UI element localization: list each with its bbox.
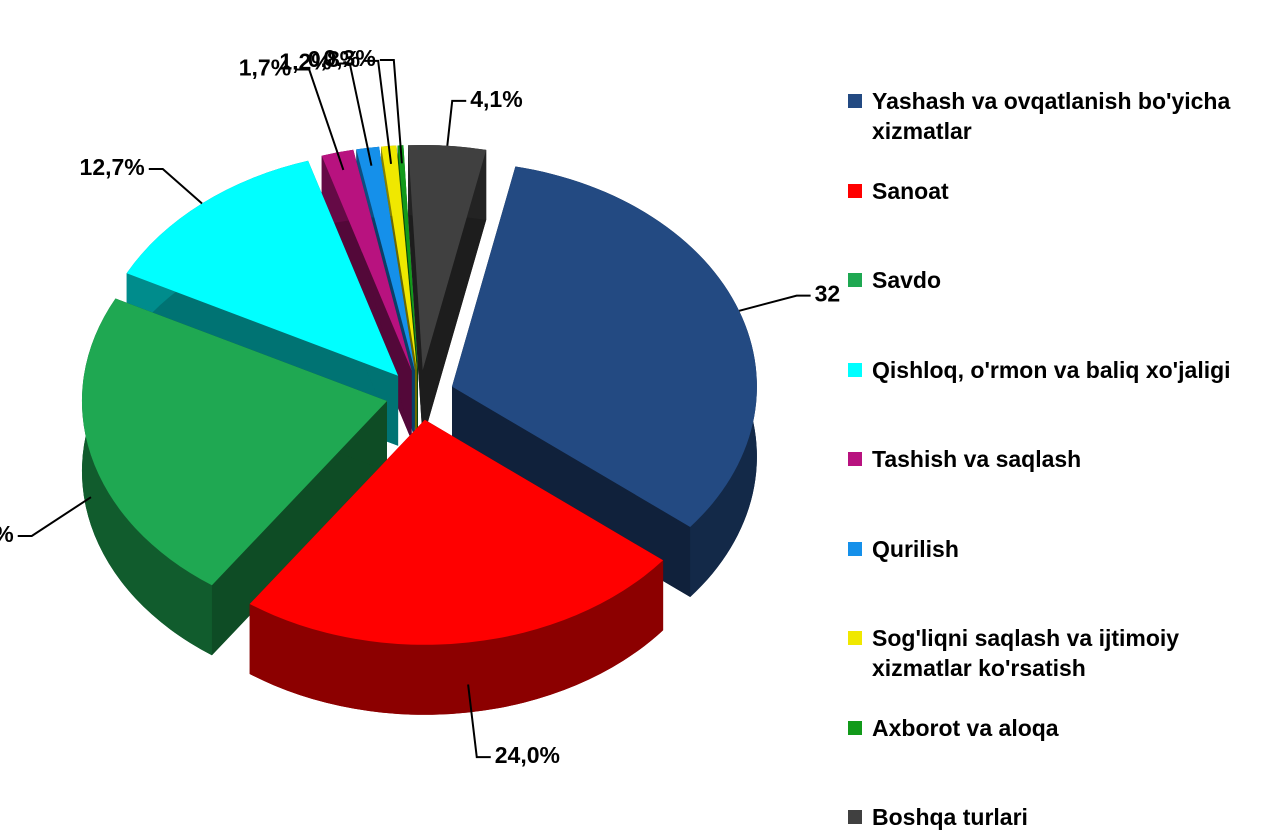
legend-label: Yashash va ovqatlanish bo'yicha xizmatla… (872, 88, 1231, 144)
legend-item: Boshqa turlari (848, 802, 1258, 832)
legend-swatch (848, 720, 862, 735)
leader-line (17, 496, 92, 537)
legend-label: Sanoat (872, 177, 949, 204)
slice-wall (422, 149, 487, 440)
slice (452, 166, 757, 527)
slice (381, 145, 417, 370)
legend-swatch (848, 183, 862, 198)
legend-swatch (848, 452, 862, 466)
legend-label: Tashish va saqlash (872, 446, 1082, 472)
legend-item: Yashash va ovqatlanish bo'yicha xizmatla… (848, 86, 1258, 146)
data-label: 32,4% (815, 281, 840, 307)
leader-line (467, 684, 491, 759)
legend-item: Sanoat (848, 176, 1258, 206)
slice (356, 146, 415, 371)
data-label: 4,1% (470, 86, 522, 112)
legend-label: Savdo (872, 267, 942, 293)
legend-swatch (848, 94, 862, 108)
leader-line (446, 99, 467, 146)
slice (397, 145, 418, 370)
data-label: 22,8% (0, 521, 14, 547)
legend-item: Qishloq, o'rmon va baliq xo'jaligi (848, 355, 1258, 385)
data-label: 0,8% (308, 46, 360, 72)
data-label: 1,2% (279, 49, 331, 75)
slice-wall (211, 401, 387, 656)
leader-line (335, 62, 373, 166)
slice-side (249, 560, 664, 715)
slice-side (81, 298, 212, 656)
legend-swatch (848, 273, 862, 287)
slice (408, 145, 487, 370)
data-label: 1,7% (239, 55, 291, 81)
legend-item: Axborot va aloqa (848, 713, 1258, 743)
leader-line (738, 294, 811, 312)
leader-line (379, 58, 403, 164)
slice-wall (408, 145, 423, 441)
legend-item: Qurilish (848, 534, 1258, 564)
legend-label: Boshqa turlari (872, 804, 1028, 830)
leader-line (295, 68, 345, 171)
legend-label: Qurilish (872, 535, 959, 562)
legend-label: Axborot va aloqa (872, 714, 1059, 741)
legend-item: Sog'liqni saqlash va ijtimoiy xizmatlar … (848, 623, 1258, 683)
legend-item: Savdo (848, 265, 1258, 295)
data-label: 12,7% (80, 154, 145, 180)
legend-item: Tashish va saqlash (848, 444, 1258, 474)
legend-swatch (848, 631, 862, 645)
legend-swatch (848, 541, 862, 556)
legend-swatch (848, 810, 862, 824)
slice (81, 298, 387, 586)
legend-label: Sog'liqni saqlash va ijtimoiy xizmatlar … (872, 625, 1180, 681)
leader-line (364, 59, 393, 165)
legend-swatch (848, 362, 862, 377)
data-label: 0,3% (323, 45, 375, 71)
slice (321, 149, 412, 371)
slice (249, 419, 664, 645)
chart: 32,4% 24,0% 22,8% 12,7% 1,7%1,2%0,8%0,3% 4,1% (0, 45, 880, 768)
leader-line (148, 168, 203, 205)
slice (126, 160, 399, 376)
data-label: 24,0% (495, 742, 560, 768)
legend-label: Qishloq, o'rmon va baliq xo'jaligi (872, 356, 1231, 383)
